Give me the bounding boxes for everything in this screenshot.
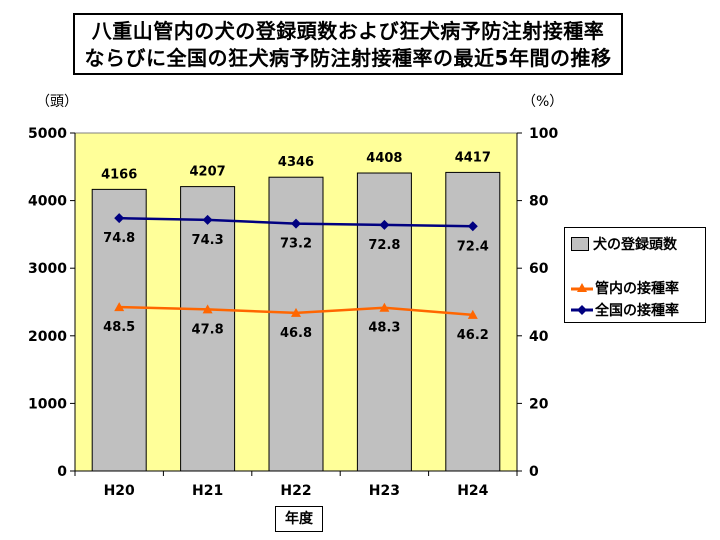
legend-label-national: 全国の接種率 <box>595 303 679 319</box>
right-tick-label: 80 <box>529 194 549 210</box>
left-tick-label: 1000 <box>28 396 67 412</box>
right-tick-label: 40 <box>529 329 549 345</box>
national-rate-data-label: 74.3 <box>192 233 224 248</box>
right-tick-label: 60 <box>529 261 549 277</box>
local-rate-data-label: 46.8 <box>280 326 312 341</box>
bar-data-label: 4417 <box>455 150 491 165</box>
national-rate-point <box>291 218 301 229</box>
x-tick-label: H20 <box>104 483 135 499</box>
bar-data-label: 4207 <box>190 165 226 180</box>
chart-title: 八重山管内の犬の登録頭数および狂犬病予防注射接種率 ならびに全国の狂犬病予防注射… <box>73 13 623 75</box>
left-tick-label: 2000 <box>28 329 67 345</box>
x-tick-label: H24 <box>457 483 488 499</box>
left-tick-label: 0 <box>57 464 67 480</box>
national-rate-data-label: 73.2 <box>280 237 312 252</box>
bar <box>180 186 236 472</box>
left-tick-label: 4000 <box>28 194 67 210</box>
x-tick-label: H23 <box>369 483 400 499</box>
national-rate-data-label: 74.8 <box>103 231 135 246</box>
local-rate-data-label: 47.8 <box>192 322 224 337</box>
legend-triangle-icon <box>571 283 593 292</box>
right-tick-label: 100 <box>529 126 558 142</box>
local-rate-point <box>202 304 213 314</box>
x-axis-title: 年度 <box>275 506 323 532</box>
legend-item-local: 管内の接種率 <box>571 278 679 298</box>
bar-data-label: 4408 <box>366 151 402 166</box>
local-rate-point <box>291 307 301 317</box>
bar-data-label: 4346 <box>278 155 314 170</box>
local-rate-point <box>379 302 390 312</box>
legend-item-national: 全国の接種率 <box>571 300 679 320</box>
national-rate-point <box>379 219 390 230</box>
national-rate-point <box>202 214 213 225</box>
bar <box>91 188 147 472</box>
left-axis-unit: （頭） <box>36 94 78 110</box>
local-rate-data-label: 48.3 <box>368 321 400 336</box>
local-rate-data-label: 46.2 <box>457 328 489 343</box>
chart-title-line1: 八重山管内の犬の登録頭数および狂犬病予防注射接種率 <box>91 19 605 43</box>
national-rate-point <box>114 213 125 224</box>
legend: 犬の登録頭数 管内の接種率 全国の接種率 <box>564 227 706 323</box>
right-tick-label: 20 <box>529 396 549 412</box>
national-rate-point <box>467 221 478 232</box>
x-tick-label: H21 <box>192 483 223 499</box>
local-rate-point <box>114 302 125 312</box>
bar-data-label: 4166 <box>101 167 137 182</box>
legend-label-local: 管内の接種率 <box>595 281 679 297</box>
left-tick-label: 5000 <box>28 126 67 142</box>
local-rate-point <box>467 309 478 319</box>
left-tick-label: 3000 <box>28 261 67 277</box>
right-tick-label: 0 <box>529 464 539 480</box>
x-tick-label: H22 <box>280 483 311 499</box>
legend-bar-swatch <box>571 237 589 251</box>
bar <box>445 171 501 472</box>
legend-diamond-icon <box>571 305 593 315</box>
national-rate-data-label: 72.8 <box>368 238 400 253</box>
chart-title-line2: ならびに全国の狂犬病予防注射接種率の最近5年間の推移 <box>84 46 612 70</box>
legend-label-bar: 犬の登録頭数 <box>593 237 677 253</box>
local-rate-data-label: 48.5 <box>103 320 135 335</box>
national-rate-data-label: 72.4 <box>457 239 489 254</box>
right-axis-unit: （%） <box>522 94 564 110</box>
legend-item-bar: 犬の登録頭数 <box>571 234 677 254</box>
